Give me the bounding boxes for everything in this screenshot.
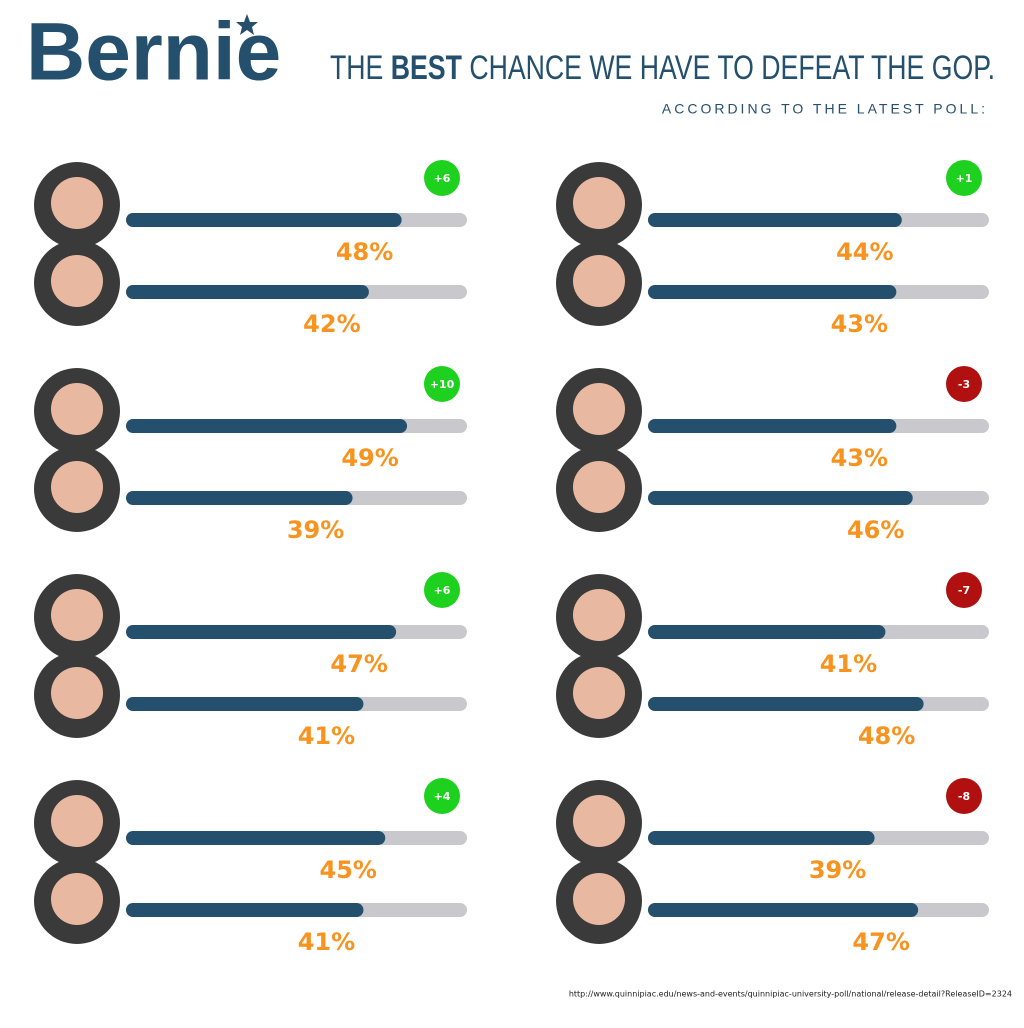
candidate-face	[573, 383, 625, 435]
candidate-face	[573, 667, 625, 719]
margin-label: +1	[956, 172, 973, 185]
value-label: 44%	[836, 238, 893, 266]
margin-label: -7	[958, 584, 970, 597]
value-label: 43%	[831, 444, 888, 472]
headline-part: CHANCE WE HAVE TO DEFEAT THE GOP.	[469, 49, 995, 87]
margin-label: +6	[434, 584, 451, 597]
value-label: 39%	[287, 516, 344, 544]
candidate-face	[573, 177, 625, 229]
value-label: 43%	[831, 310, 888, 338]
margin-label: +4	[434, 790, 451, 803]
candidate-face	[573, 255, 625, 307]
headline-emphasis: BEST	[391, 49, 462, 87]
value-label: 41%	[820, 650, 877, 678]
candidate-face	[51, 255, 103, 307]
margin-badge	[946, 572, 982, 608]
candidate-face	[573, 795, 625, 847]
margin-label: -8	[958, 790, 970, 803]
candidate-face	[573, 461, 625, 513]
value-label: 46%	[847, 516, 904, 544]
candidate-face	[573, 589, 625, 641]
margin-badge	[424, 572, 460, 608]
brand-title: Bernie	[26, 7, 281, 98]
candidate-face	[51, 461, 103, 513]
margin-badge	[424, 778, 460, 814]
candidate-face	[573, 873, 625, 925]
margin-label: +10	[430, 378, 455, 391]
value-label: 48%	[336, 238, 393, 266]
candidate-face	[51, 795, 103, 847]
margin-badge	[946, 160, 982, 196]
value-label: 39%	[809, 856, 866, 884]
value-label: 48%	[858, 722, 915, 750]
margin-badge	[946, 366, 982, 402]
candidate-face	[51, 873, 103, 925]
value-label: 41%	[298, 928, 355, 956]
margin-label: +6	[434, 172, 451, 185]
margin-badge	[946, 778, 982, 814]
tagline: ACCORDING TO THE LATEST POLL:	[662, 101, 988, 117]
star-icon	[236, 14, 258, 35]
value-label: 45%	[320, 856, 377, 884]
value-label: 47%	[852, 928, 909, 956]
candidate-face	[51, 667, 103, 719]
value-label: 42%	[303, 310, 360, 338]
value-label: 47%	[330, 650, 387, 678]
value-label: 49%	[341, 444, 398, 472]
candidate-face	[51, 589, 103, 641]
margin-label: -3	[958, 378, 970, 391]
candidate-face	[51, 177, 103, 229]
headline: THE BEST CHANCE WE HAVE TO DEFEAT THE GO…	[330, 49, 995, 87]
candidate-face	[51, 383, 103, 435]
margin-badge	[424, 160, 460, 196]
margin-badge	[424, 366, 460, 402]
source-note: http://www.quinnipiac.edu/news-and-event…	[569, 990, 1012, 999]
value-label: 41%	[298, 722, 355, 750]
headline-part: THE	[330, 49, 383, 87]
